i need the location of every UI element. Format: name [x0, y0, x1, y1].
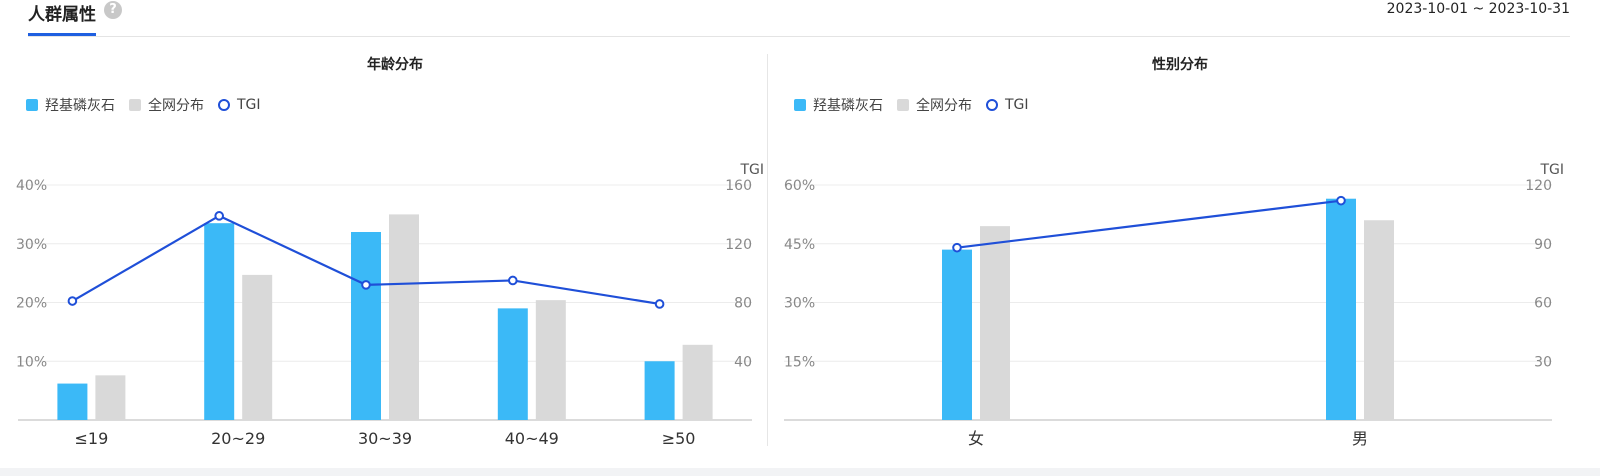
- legend-label-product: 羟基磷灰石: [813, 98, 883, 114]
- tgi-point: [214, 211, 224, 221]
- legend-item-market[interactable]: 全网分布: [897, 95, 972, 115]
- y2-tick-label: 120: [1525, 178, 1552, 194]
- tgi-line: [956, 199, 1342, 249]
- y-tick-label: 45%: [784, 237, 815, 253]
- x-tick-label: 30~39: [358, 429, 412, 448]
- bar-product: [644, 361, 675, 420]
- legend-label-product: 羟基磷灰石: [45, 98, 115, 114]
- y-tick-label: 40%: [16, 178, 47, 194]
- y-tick-label: 15%: [784, 354, 815, 370]
- legend-item-tgi[interactable]: TGI: [986, 97, 1029, 113]
- date-range: 2023-10-01 ~ 2023-10-31: [1386, 1, 1570, 17]
- bar-product: [1326, 198, 1356, 420]
- tgi-point: [1336, 195, 1346, 206]
- legend-item-tgi[interactable]: TGI: [218, 97, 261, 113]
- tgi-point: [952, 242, 962, 253]
- bar-market: [242, 274, 273, 420]
- bar-market: [980, 226, 1010, 420]
- gender-chart-legend: 羟基磷灰石 全网分布 TGI: [794, 95, 1043, 115]
- y2-tick-label: 120: [725, 237, 752, 253]
- x-tick-label: 20~29: [211, 429, 265, 448]
- legend-item-market[interactable]: 全网分布: [129, 95, 204, 115]
- y2-tick-label: 80: [734, 296, 752, 312]
- y-tick-label: 60%: [784, 178, 815, 194]
- tgi-point: [361, 280, 371, 290]
- y2-axis-title: TGI: [1539, 162, 1564, 178]
- header-divider: [28, 36, 1570, 37]
- y2-axis-title: TGI: [739, 162, 764, 178]
- bar-product: [497, 308, 528, 420]
- bar-market: [1364, 220, 1394, 420]
- bar-product: [942, 249, 972, 420]
- age-chart-legend: 羟基磷灰石 全网分布 TGI: [26, 95, 275, 115]
- y2-tick-label: 160: [725, 178, 752, 194]
- legend-label-market: 全网分布: [148, 98, 204, 114]
- legend-swatch-product: [794, 99, 806, 111]
- legend-label-tgi: TGI: [237, 97, 261, 113]
- panel-divider: [767, 54, 768, 446]
- bar-product: [57, 383, 88, 420]
- tgi-point: [654, 299, 665, 309]
- active-tab-indicator: [28, 33, 96, 36]
- tgi-point: [67, 296, 78, 306]
- bar-market: [535, 300, 566, 420]
- bar-market: [682, 344, 713, 420]
- x-tick-label: 男: [1352, 429, 1368, 448]
- legend-swatch-tgi: [986, 99, 998, 111]
- y-tick-label: 30%: [16, 237, 47, 253]
- legend-item-product[interactable]: 羟基磷灰石: [794, 95, 883, 115]
- tgi-point: [508, 275, 518, 286]
- legend-swatch-tgi: [218, 99, 230, 111]
- legend-label-tgi: TGI: [1005, 97, 1029, 113]
- y-tick-label: 30%: [784, 296, 815, 312]
- age-chart-title: 年龄分布: [367, 57, 423, 73]
- x-tick-label: 女: [968, 429, 984, 448]
- gender-chart-title: 性别分布: [1152, 57, 1208, 73]
- bar-product: [351, 232, 381, 420]
- legend-label-market: 全网分布: [916, 98, 972, 114]
- y2-tick-label: 60: [1534, 296, 1552, 312]
- legend-swatch-market: [897, 99, 909, 111]
- y2-tick-label: 30: [1534, 354, 1552, 370]
- x-tick-label: ≤19: [75, 429, 109, 448]
- tab-crowd-attributes[interactable]: 人群属性 ?: [28, 0, 122, 36]
- tab-label: 人群属性: [28, 5, 96, 25]
- x-tick-label: ≥50: [662, 429, 696, 448]
- help-icon[interactable]: ?: [104, 1, 122, 19]
- y-tick-label: 10%: [16, 354, 47, 370]
- legend-item-product[interactable]: 羟基磷灰石: [26, 95, 115, 115]
- legend-swatch-market: [129, 99, 141, 111]
- y2-tick-label: 90: [1534, 237, 1552, 253]
- y-tick-label: 20%: [16, 296, 47, 312]
- bar-product: [204, 223, 235, 420]
- bar-market: [95, 375, 126, 420]
- y2-tick-label: 40: [734, 354, 752, 370]
- legend-swatch-product: [26, 99, 38, 111]
- bar-market: [389, 214, 419, 420]
- x-tick-label: 40~49: [505, 429, 559, 448]
